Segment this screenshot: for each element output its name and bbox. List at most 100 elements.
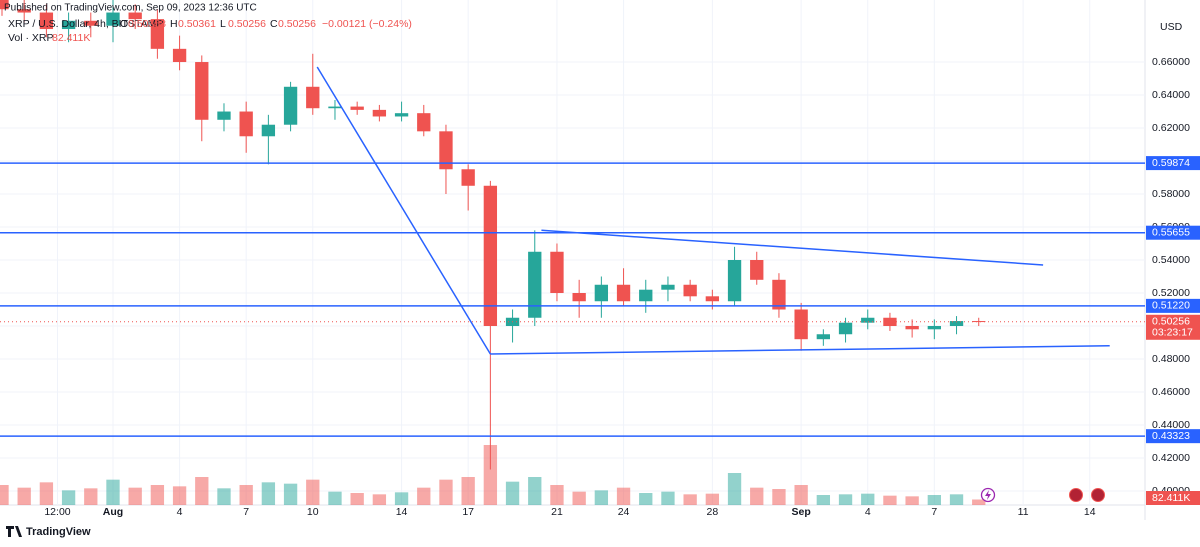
level-label-bg: [1146, 225, 1200, 240]
footer: [0, 520, 1200, 542]
level-label-bg: [1146, 156, 1200, 171]
level-label-bg: [1146, 298, 1200, 313]
volume-bar: [239, 485, 253, 505]
candle-body: [0, 0, 9, 10]
y-tick-label: 0.44000: [1152, 419, 1190, 431]
candle-body: [772, 279, 786, 310]
volume-bar: [883, 495, 897, 505]
candle-body: [417, 113, 431, 132]
candle-body: [594, 284, 609, 302]
last-price-bg: [1146, 314, 1200, 340]
volume-bar: [816, 495, 831, 505]
volume-bar: [84, 488, 98, 505]
volume-bar: [350, 493, 364, 505]
candle-body: [861, 317, 875, 323]
x-tick-label: 7: [931, 506, 937, 518]
volume-bar: [150, 485, 165, 505]
y-tick-label: 0.62000: [1152, 122, 1190, 134]
candle-body: [683, 284, 697, 297]
x-tick-label: 17: [462, 506, 474, 518]
volume-bar: [972, 499, 986, 505]
candle-body: [61, 20, 76, 30]
brand-logo: [6, 526, 22, 537]
ohlc-key: C: [270, 18, 278, 30]
x-tick-label: 28: [707, 506, 719, 518]
volume-bar: [483, 445, 498, 505]
x-tick-label: 10: [307, 506, 319, 518]
volume-bar: [461, 477, 475, 505]
level-label: 0.55655: [1152, 226, 1190, 238]
volume-bar: [594, 490, 609, 505]
x-tick-label: 11: [1018, 506, 1029, 518]
volume-bar: [128, 487, 142, 505]
volume-bar: [505, 481, 520, 505]
candle-body: [750, 260, 764, 280]
level-label: 0.51220: [1152, 300, 1190, 312]
volume-label-bg: [1146, 491, 1200, 505]
volume-bar: [949, 494, 964, 505]
candle-body: [195, 62, 209, 120]
volume-bar: [394, 492, 409, 505]
trend-line: [541, 229, 1044, 266]
candle-body: [172, 48, 187, 63]
candle-body: [328, 106, 342, 109]
published: Published on TradingView.com, Sep 09, 20…: [4, 3, 257, 14]
event-flag[interactable]: [1091, 488, 1105, 502]
last-price-label: 0.50256: [1152, 316, 1190, 328]
volume-bar: [328, 491, 342, 505]
volume-bar: [905, 496, 919, 505]
candle-body: [639, 289, 653, 302]
ohlc-value: 0.50256: [228, 18, 266, 30]
countdown: 03:23:17: [1152, 327, 1193, 339]
lightning-icon[interactable]: [980, 487, 996, 503]
volume-bar: [61, 490, 76, 505]
x-tick-label: 24: [618, 506, 630, 518]
volume-bar: [39, 482, 54, 505]
y-tick-label: 0.66000: [1152, 56, 1190, 68]
symbol: XRP / U.S. Dollar, 4h, BITSTAMP: [8, 18, 163, 30]
volume-bar: [661, 491, 675, 505]
volume-bar: [727, 473, 742, 505]
volume-bar: [772, 489, 786, 505]
volume-bar: [217, 488, 231, 505]
x-tick-label: 7: [243, 506, 249, 518]
candle-body: [461, 169, 475, 186]
candle-body: [350, 106, 364, 110]
candle-body: [727, 260, 742, 302]
candle-body: [794, 309, 808, 340]
candle-body: [261, 124, 276, 137]
event-flag[interactable]: [1069, 488, 1083, 502]
candle-body: [239, 111, 253, 137]
ohlc-value: 0.50361: [178, 18, 216, 30]
ohlc-key: H: [170, 18, 178, 30]
candle-body: [838, 322, 853, 335]
lightning-glyph: [985, 490, 991, 500]
volume-bar: [750, 487, 764, 505]
x-tick-label: 14: [1084, 506, 1096, 518]
volume-bar: [616, 487, 631, 505]
currency: USD: [1160, 21, 1183, 33]
y-tick-label: 0.48000: [1152, 353, 1190, 365]
candle-body: [661, 284, 675, 290]
y-tick-label: 0.52000: [1152, 287, 1190, 299]
candle-body: [905, 325, 919, 330]
volume-bar: [439, 479, 453, 505]
candle-body: [394, 113, 409, 117]
trend-line: [316, 66, 492, 355]
x-tick-label: 4: [177, 506, 183, 518]
candle-body: [17, 9, 31, 13]
volume-bar: [683, 494, 697, 505]
level-label: 0.43323: [1152, 430, 1190, 442]
candle-body: [616, 284, 631, 302]
candle-body: [550, 251, 564, 294]
candle-body: [39, 12, 54, 30]
volume-value: 82.411K: [52, 32, 90, 44]
volume-bar: [261, 482, 276, 505]
y-tick-label: 0.42000: [1152, 452, 1190, 464]
ohlc-value: 0.50256: [278, 18, 316, 30]
x-tick-label: 4: [865, 506, 871, 518]
candle-body: [705, 296, 720, 302]
volume-bar: [572, 491, 586, 505]
x-tick-label: 21: [551, 506, 563, 518]
candle-body: [106, 12, 120, 26]
